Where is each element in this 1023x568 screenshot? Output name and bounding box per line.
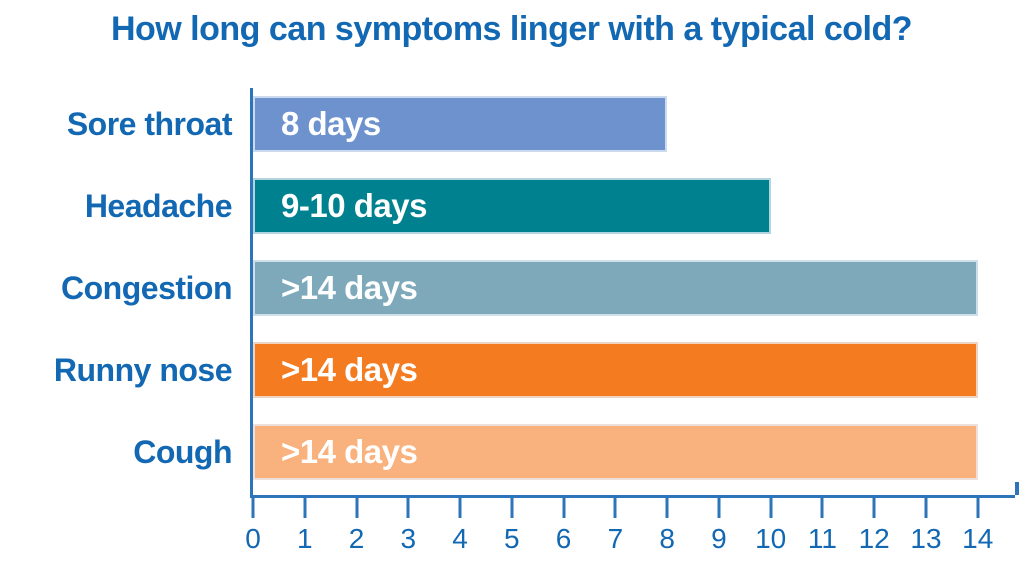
category-label: Runny nose xyxy=(53,351,233,388)
chart-title: How long can symptoms linger with a typi… xyxy=(110,10,913,48)
x-axis-tick-mark xyxy=(613,498,617,518)
x-axis-tick-label: 8 xyxy=(659,523,675,554)
x-axis-tick-label: 3 xyxy=(400,523,417,554)
x-axis-tick-mark xyxy=(303,498,307,518)
x-axis-tick-mark xyxy=(406,498,410,518)
x-axis-tick-mark xyxy=(458,498,462,518)
bar-value-label: >14 days xyxy=(281,269,418,306)
bar: >14 days xyxy=(253,342,978,398)
x-axis-tick-label: 5 xyxy=(504,523,520,554)
x-axis-tick-mark xyxy=(976,498,980,518)
x-axis-tick-label: 11 xyxy=(807,523,837,554)
x-axis-tick-label: 0 xyxy=(245,523,261,554)
x-axis-tick-mark xyxy=(872,498,876,518)
x-axis-tick-label: 14 xyxy=(962,523,994,554)
x-axis-tick-label: 9 xyxy=(711,523,727,554)
bar: >14 days xyxy=(253,260,978,316)
category-label: Congestion xyxy=(61,269,232,306)
x-axis-tick-label: 2 xyxy=(348,523,365,554)
x-axis-tick-mark xyxy=(355,498,359,518)
bar: 8 days xyxy=(253,96,668,152)
chart-body: Sore throat Headache Congestion Runny nose C… xyxy=(0,88,1023,553)
x-axis-tick-label: 12 xyxy=(858,523,890,554)
bar-value-label: >14 days xyxy=(281,351,418,388)
x-axis-tick-mark xyxy=(820,498,824,518)
x-axis-tick-mark xyxy=(924,498,928,518)
category-labels: Sore throat Headache Congestion Runny nose C… xyxy=(0,88,233,498)
x-axis-tick-mark xyxy=(717,498,721,518)
x-axis-tick-label: 6 xyxy=(555,523,572,554)
x-axis-tick-mark xyxy=(510,498,514,518)
plot-area: 8 days 9-10 days >14 days >14 days >14 days 0… xyxy=(245,88,1019,553)
x-axis-tick-label: 10 xyxy=(755,523,787,554)
x-axis-tick-mark xyxy=(665,498,669,518)
x-axis-tick-label: 1 xyxy=(296,523,313,554)
x-axis-tick-mark xyxy=(769,498,773,518)
x-axis-tick-mark xyxy=(562,498,566,518)
x-axis-tick-label: 13 xyxy=(910,523,942,554)
x-axis-tick-mark xyxy=(251,498,255,518)
category-label: Headache xyxy=(84,187,233,224)
x-axis-tick-label: 4 xyxy=(452,523,468,554)
bar-value-label: >14 days xyxy=(281,433,418,470)
x-axis-end-tick xyxy=(1015,482,1019,495)
category-label: Sore throat xyxy=(66,105,233,142)
bar-value-label: 8 days xyxy=(281,105,381,142)
bar: >14 days xyxy=(253,424,978,480)
category-label: Cough xyxy=(133,433,232,470)
bar: 9-10 days xyxy=(253,178,771,234)
bar-value-label: 9-10 days xyxy=(281,187,427,224)
x-axis-tick-label: 7 xyxy=(607,523,624,554)
